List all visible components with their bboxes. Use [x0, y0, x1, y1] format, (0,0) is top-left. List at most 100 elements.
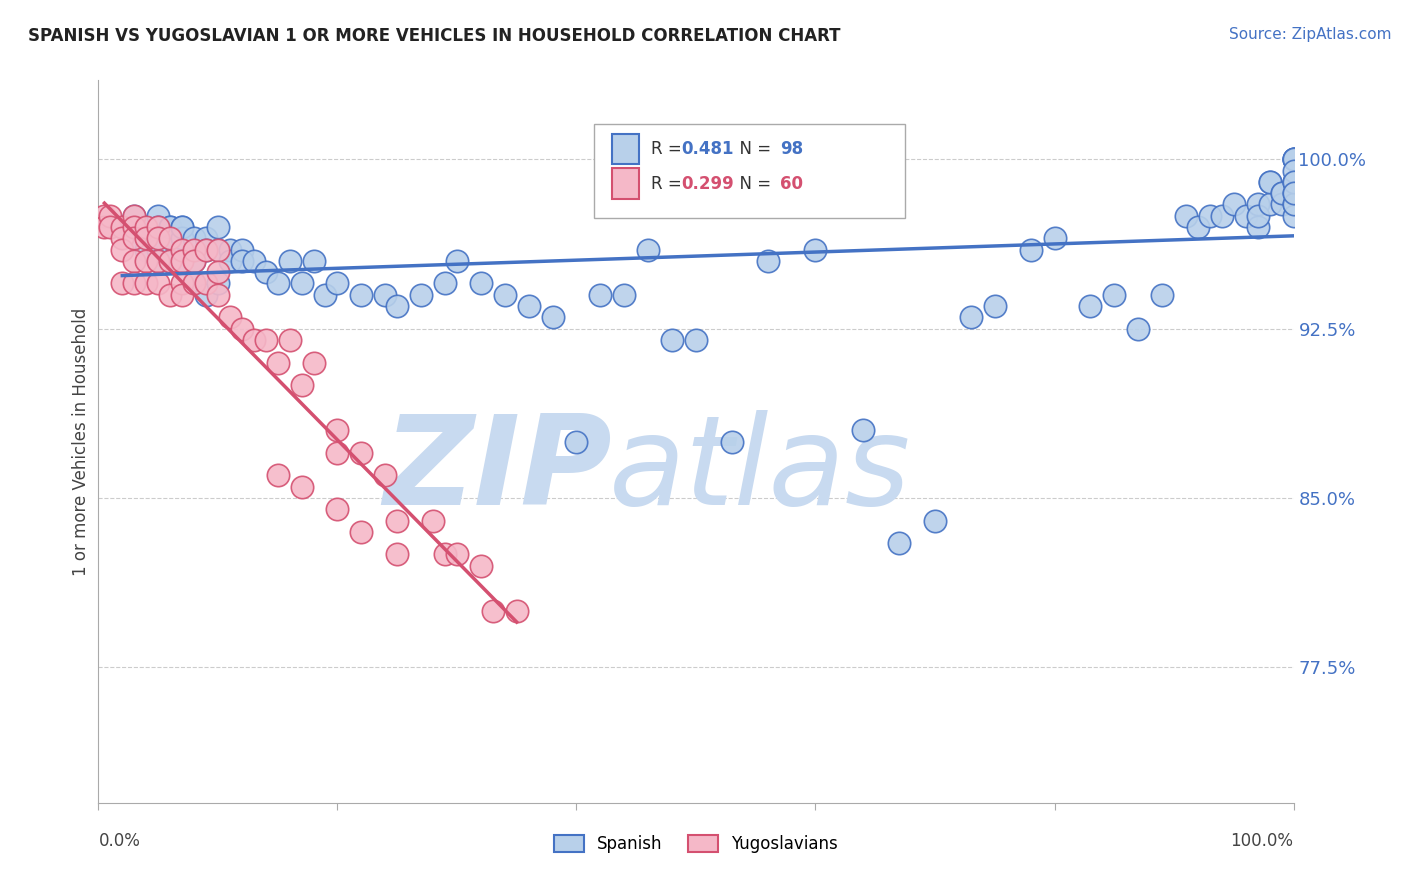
Point: [124, 277, 146, 291]
Point: [422, 514, 444, 528]
Text: Source: ZipAtlas.com: Source: ZipAtlas.com: [1229, 27, 1392, 42]
Point: [1043, 231, 1066, 245]
Point: [195, 277, 218, 291]
Point: [267, 468, 290, 483]
Point: [219, 243, 242, 257]
Point: [135, 253, 157, 268]
Text: 98: 98: [779, 140, 803, 158]
Point: [183, 253, 205, 268]
Point: [1258, 175, 1281, 189]
Point: [1019, 243, 1042, 257]
Point: [93, 220, 115, 235]
Point: [1282, 163, 1305, 178]
Point: [1223, 197, 1246, 211]
Point: [350, 446, 373, 460]
Point: [1187, 220, 1209, 235]
Point: [111, 243, 134, 257]
Point: [148, 231, 170, 245]
Point: [148, 220, 170, 235]
Point: [1199, 209, 1222, 223]
Point: [111, 220, 134, 235]
Point: [302, 253, 325, 268]
Point: [207, 220, 229, 235]
Point: [374, 287, 396, 301]
Text: N =: N =: [730, 175, 776, 193]
Point: [124, 253, 146, 268]
Point: [326, 446, 349, 460]
Point: [1080, 299, 1102, 313]
Point: [219, 253, 242, 268]
Point: [183, 253, 205, 268]
Point: [148, 277, 170, 291]
Point: [1282, 186, 1305, 201]
Point: [326, 502, 349, 516]
Point: [1211, 209, 1233, 223]
Point: [1271, 186, 1294, 201]
Point: [315, 287, 337, 301]
Point: [159, 231, 181, 245]
Point: [1282, 153, 1305, 167]
Point: [243, 253, 266, 268]
Point: [1271, 186, 1294, 201]
Point: [1247, 220, 1270, 235]
Point: [1104, 287, 1126, 301]
Point: [852, 423, 875, 437]
Text: 0.0%: 0.0%: [98, 831, 141, 850]
Point: [385, 548, 409, 562]
FancyBboxPatch shape: [613, 169, 638, 199]
Point: [661, 333, 683, 347]
Point: [446, 253, 468, 268]
Point: [219, 310, 242, 325]
Point: [207, 277, 229, 291]
Point: [172, 220, 194, 235]
Point: [183, 277, 205, 291]
Point: [446, 548, 468, 562]
Point: [207, 265, 229, 279]
Point: [1282, 153, 1305, 167]
Text: N =: N =: [730, 140, 776, 158]
Point: [111, 277, 134, 291]
Point: [148, 253, 170, 268]
Point: [183, 231, 205, 245]
Point: [124, 209, 146, 223]
Point: [1175, 209, 1198, 223]
Point: [350, 287, 373, 301]
Point: [470, 558, 492, 573]
Point: [1258, 175, 1281, 189]
Text: R =: R =: [651, 140, 686, 158]
Point: [291, 378, 314, 392]
Point: [231, 321, 253, 335]
Point: [1282, 197, 1305, 211]
Point: [135, 220, 157, 235]
Point: [254, 265, 277, 279]
Point: [374, 468, 396, 483]
Legend: Spanish, Yugoslavians: Spanish, Yugoslavians: [547, 828, 845, 860]
Point: [494, 287, 516, 301]
Point: [207, 243, 229, 257]
Point: [98, 220, 122, 235]
Point: [159, 220, 181, 235]
Point: [1282, 197, 1305, 211]
Point: [254, 333, 277, 347]
Text: SPANISH VS YUGOSLAVIAN 1 OR MORE VEHICLES IN HOUSEHOLD CORRELATION CHART: SPANISH VS YUGOSLAVIAN 1 OR MORE VEHICLE…: [28, 27, 841, 45]
Point: [135, 220, 157, 235]
Point: [195, 231, 218, 245]
Point: [470, 277, 492, 291]
Point: [159, 231, 181, 245]
Point: [1258, 197, 1281, 211]
Point: [589, 287, 612, 301]
Point: [291, 277, 314, 291]
Y-axis label: 1 or more Vehicles in Household: 1 or more Vehicles in Household: [72, 308, 90, 575]
Point: [1128, 321, 1150, 335]
Point: [517, 299, 540, 313]
Text: 60: 60: [779, 175, 803, 193]
Point: [135, 277, 157, 291]
Point: [159, 220, 181, 235]
Point: [148, 243, 170, 257]
Point: [159, 253, 181, 268]
Point: [243, 333, 266, 347]
Point: [721, 434, 744, 449]
Point: [411, 287, 433, 301]
Point: [1271, 197, 1294, 211]
Point: [1282, 153, 1305, 167]
